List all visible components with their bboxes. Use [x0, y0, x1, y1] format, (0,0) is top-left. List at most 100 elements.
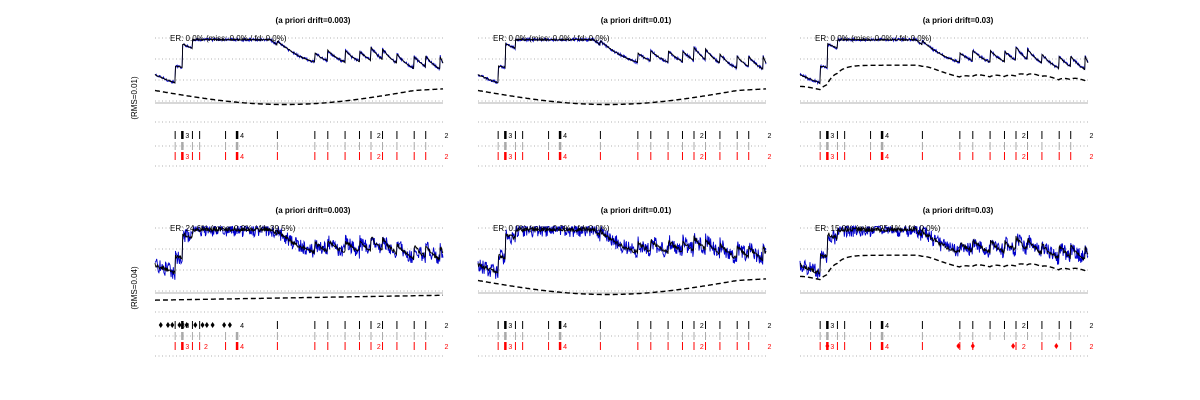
false-detection-marker [222, 322, 227, 328]
panel-annotation: ER: 0.0% (miss: 0.0% / fd: 0.0%) [815, 34, 932, 43]
false-detection-marker [204, 322, 209, 328]
truth-count-label: 2 [445, 344, 449, 351]
drift-estimate [800, 254, 1089, 281]
truth-count-label: 4 [563, 344, 567, 351]
event-count-label: 2 [768, 323, 772, 330]
event-count-label: 2 [377, 323, 381, 330]
event-count-label: 4 [885, 323, 889, 330]
event-count-label: 3 [508, 323, 512, 330]
truth-count-label: 3 [508, 154, 512, 161]
false-detection-marker [177, 322, 182, 328]
panel-annotation: ER: 0.0% (miss: 0.0% / fd: 0.0%) [493, 224, 610, 233]
drift-estimate [155, 294, 443, 301]
truth-count-label: 2 [377, 344, 381, 351]
false-detection-marker [158, 322, 163, 328]
truth-count-label: 4 [563, 154, 567, 161]
false-detection-marker [210, 322, 215, 328]
signal-trace [477, 36, 767, 84]
miss-marker [1054, 343, 1059, 349]
event-count-label: 2 [445, 133, 449, 140]
truth-count-label: 4 [885, 154, 889, 161]
row-label-rms-001: (RMS=0.01) [130, 76, 139, 120]
panel-title: (a priori drift=0.003) [276, 16, 351, 25]
panel-4: (a priori drift=0.01) ER: 0.0% (miss: 0.0… [477, 206, 772, 357]
false-detection-marker [170, 322, 175, 328]
false-detection-marker [227, 322, 232, 328]
panel-annotation: ER: 24.6% (miss: 0.0% / fd: 39.5%) [170, 224, 296, 233]
truth-count-label: 2 [1090, 344, 1094, 351]
drift-estimate [477, 278, 767, 296]
event-count-label: 3 [185, 133, 189, 140]
panel-title: (a priori drift=0.003) [276, 206, 351, 215]
panel-annotation: ER: 15.0% (miss: 25.1% / fd: 0.0%) [815, 224, 941, 233]
fd-count-label: 2 [204, 344, 208, 351]
truth-count-label: 4 [885, 344, 889, 351]
truth-count-label: 2 [768, 154, 772, 161]
miss-marker [956, 343, 961, 349]
truth-trace [799, 38, 1089, 85]
fd-count-label: 8 [181, 323, 185, 330]
truth-trace [154, 225, 444, 275]
event-count-label: 2 [1090, 323, 1094, 330]
miss-marker [1011, 343, 1016, 349]
panels-group: (a priori drift=0.003) ER: 0.0% (miss: 0.… [154, 16, 1094, 357]
truth-trace [800, 225, 1089, 275]
event-count-label: 4 [240, 323, 244, 330]
truth-count-label: 2 [377, 154, 381, 161]
signal-trace [154, 224, 444, 280]
panel-2: (a priori drift=0.03) ER: 0.0% (miss: 0.0… [799, 16, 1094, 167]
panel-title: (a priori drift=0.01) [601, 206, 672, 215]
truth-count-label: 2 [1022, 344, 1026, 351]
panel-annotation: ER: 0.0% (miss: 0.0% / fd: 0.0%) [170, 34, 287, 43]
truth-trace [477, 226, 767, 275]
miss-marker [970, 343, 975, 349]
event-count-label: 2 [377, 133, 381, 140]
panel-5: (a priori drift=0.03) ER: 15.0% (miss: 25… [799, 206, 1094, 357]
drift-estimate [154, 88, 444, 106]
signal-trace [477, 224, 767, 279]
false-detection-marker [193, 322, 198, 328]
panel-0: (a priori drift=0.003) ER: 0.0% (miss: 0.… [154, 16, 449, 167]
event-count-label: 2 [1090, 133, 1094, 140]
truth-count-label: 3 [185, 154, 189, 161]
row-label-rms-004: (RMS=0.04) [130, 266, 139, 310]
panel-title: (a priori drift=0.03) [923, 16, 994, 25]
event-count-label: 2 [1022, 133, 1026, 140]
truth-trace [477, 38, 767, 84]
false-detection-marker [165, 322, 170, 328]
signal-trace [154, 36, 443, 84]
drift-estimate [800, 64, 1089, 91]
truth-count-label: 2 [700, 344, 704, 351]
drift-estimate [477, 88, 767, 106]
panel-title: (a priori drift=0.01) [601, 16, 672, 25]
false-detection-marker [184, 322, 189, 328]
event-count-label: 4 [563, 133, 567, 140]
signal-trace [799, 224, 1089, 279]
signal-trace [799, 36, 1089, 86]
panel-1: (a priori drift=0.01) ER: 0.0% (miss: 0.0… [477, 16, 772, 167]
event-count-label: 2 [700, 133, 704, 140]
panel-3: (a priori drift=0.003) ER: 24.6% (miss: 0… [154, 206, 449, 357]
truth-count-label: 2 [1022, 154, 1026, 161]
event-count-label: 2 [1022, 323, 1026, 330]
row-labels: (RMS=0.01) (RMS=0.04) [130, 76, 139, 310]
false-detection-marker [200, 322, 205, 328]
truth-count-label: 2 [1090, 154, 1094, 161]
event-count-label: 3 [830, 323, 834, 330]
event-count-label: 2 [445, 323, 449, 330]
event-count-label: 2 [700, 323, 704, 330]
panel-title: (a priori drift=0.03) [923, 206, 994, 215]
truth-count-label: 3 [830, 154, 834, 161]
event-count-label: 2 [768, 133, 772, 140]
truth-count-label: 3 [185, 344, 189, 351]
event-count-label: 3 [830, 133, 834, 140]
truth-count-label: 3 [508, 344, 512, 351]
event-count-label: 3 [508, 133, 512, 140]
miss-marker [825, 343, 830, 349]
event-count-label: 4 [885, 133, 889, 140]
event-count-label: 4 [240, 133, 244, 140]
truth-count-label: 2 [445, 154, 449, 161]
truth-count-label: 2 [700, 154, 704, 161]
event-count-label: 4 [563, 323, 567, 330]
